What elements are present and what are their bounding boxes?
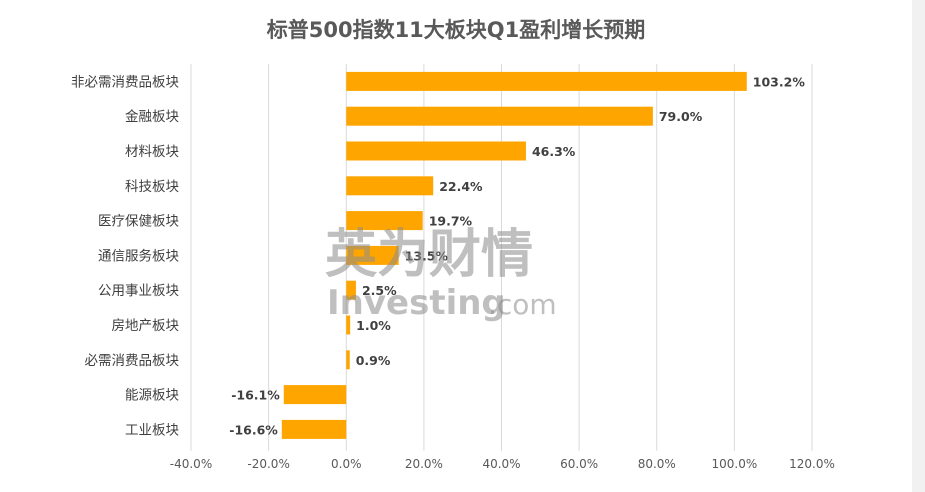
x-tick-label: 0.0% [331, 457, 362, 471]
data-label: 13.5% [405, 248, 449, 263]
bar [283, 385, 347, 405]
data-label: -16.6% [229, 422, 278, 437]
x-tick-label: 40.0% [482, 457, 520, 471]
category-label: 医疗保健板块 [98, 214, 179, 230]
category-label: 公用事业板块 [98, 283, 179, 299]
bar [346, 315, 351, 335]
data-label: -16.1% [231, 388, 280, 403]
x-tick-label: 20.0% [405, 457, 443, 471]
data-label: 0.9% [356, 353, 391, 368]
watermark-english: Investing [327, 283, 506, 323]
x-tick-label: -40.0% [170, 457, 212, 471]
data-label: 2.5% [362, 283, 397, 298]
watermark: 英为财情 Investing .com [325, 225, 557, 323]
gridlines [190, 64, 813, 451]
data-label: 1.0% [356, 318, 391, 333]
scrollbar-track [912, 0, 925, 492]
bar [346, 176, 434, 196]
bar [346, 350, 350, 370]
data-label: 79.0% [659, 109, 703, 124]
bar [346, 141, 526, 161]
category-label: 能源板块 [125, 388, 179, 404]
category-label: 材料板块 [125, 144, 179, 160]
bar [346, 106, 653, 126]
x-tick-label: 80.0% [638, 457, 676, 471]
category-label: 房地产板块 [112, 318, 180, 334]
x-tick-label: 60.0% [560, 457, 598, 471]
bars [281, 71, 747, 439]
category-label: 金融板块 [125, 109, 179, 125]
data-labels: 103.2% 79.0% 46.3% 22.4% 19.7% 13.5% 2.5% 1.0% 0… [229, 74, 805, 437]
x-tick-label: 120.0% [789, 457, 835, 471]
data-label: 103.2% [753, 74, 806, 89]
category-axis: 非必需消费品板块金融板块材料板块科技板块医疗保健板块通信服务板块公用事业板块房地… [71, 74, 179, 438]
watermark-suffix: .com [488, 288, 557, 321]
bar [346, 280, 356, 300]
category-label: 科技板块 [125, 179, 179, 195]
x-tick-label: -20.0% [247, 457, 289, 471]
category-label: 工业板块 [125, 422, 179, 438]
chart-title: 标普500指数11大板块Q1盈利增长预期 [267, 18, 646, 42]
bar [346, 71, 747, 91]
bar [346, 245, 399, 265]
category-label: 非必需消费品板块 [71, 74, 179, 90]
category-label: 必需消费品板块 [85, 353, 180, 369]
watermark-chinese: 英为财情 [325, 225, 533, 285]
data-label: 22.4% [439, 179, 483, 194]
x-tick-label: 100.0% [711, 457, 757, 471]
data-label: 19.7% [429, 214, 473, 229]
value-axis: -40.0% -20.0% 0.0% 20.0% 40.0% 60.0% 80.0% 100.… [170, 457, 835, 471]
category-label: 通信服务板块 [98, 248, 179, 264]
data-label: 46.3% [532, 144, 576, 159]
bar [281, 419, 347, 439]
bar [346, 211, 423, 231]
